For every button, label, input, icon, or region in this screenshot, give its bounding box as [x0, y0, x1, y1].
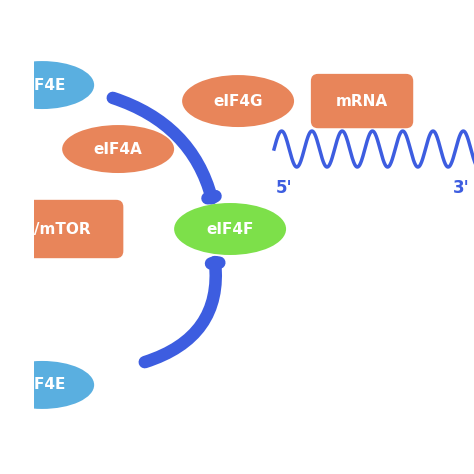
Text: eIF4F: eIF4F	[206, 221, 254, 237]
Ellipse shape	[0, 61, 94, 109]
Text: eIF4A: eIF4A	[94, 142, 143, 156]
Text: eIF4G: eIF4G	[213, 93, 263, 109]
FancyBboxPatch shape	[0, 200, 123, 258]
Ellipse shape	[0, 361, 94, 409]
Text: 3': 3'	[453, 179, 470, 197]
Text: eIF4E: eIF4E	[18, 78, 66, 92]
Ellipse shape	[62, 125, 174, 173]
Text: eIF4E: eIF4E	[18, 377, 66, 392]
Ellipse shape	[174, 203, 286, 255]
Ellipse shape	[182, 75, 294, 127]
FancyBboxPatch shape	[311, 74, 413, 128]
Text: ERK/mTOR: ERK/mTOR	[1, 221, 91, 237]
Text: mRNA: mRNA	[336, 93, 388, 109]
Text: 5': 5'	[276, 179, 293, 197]
